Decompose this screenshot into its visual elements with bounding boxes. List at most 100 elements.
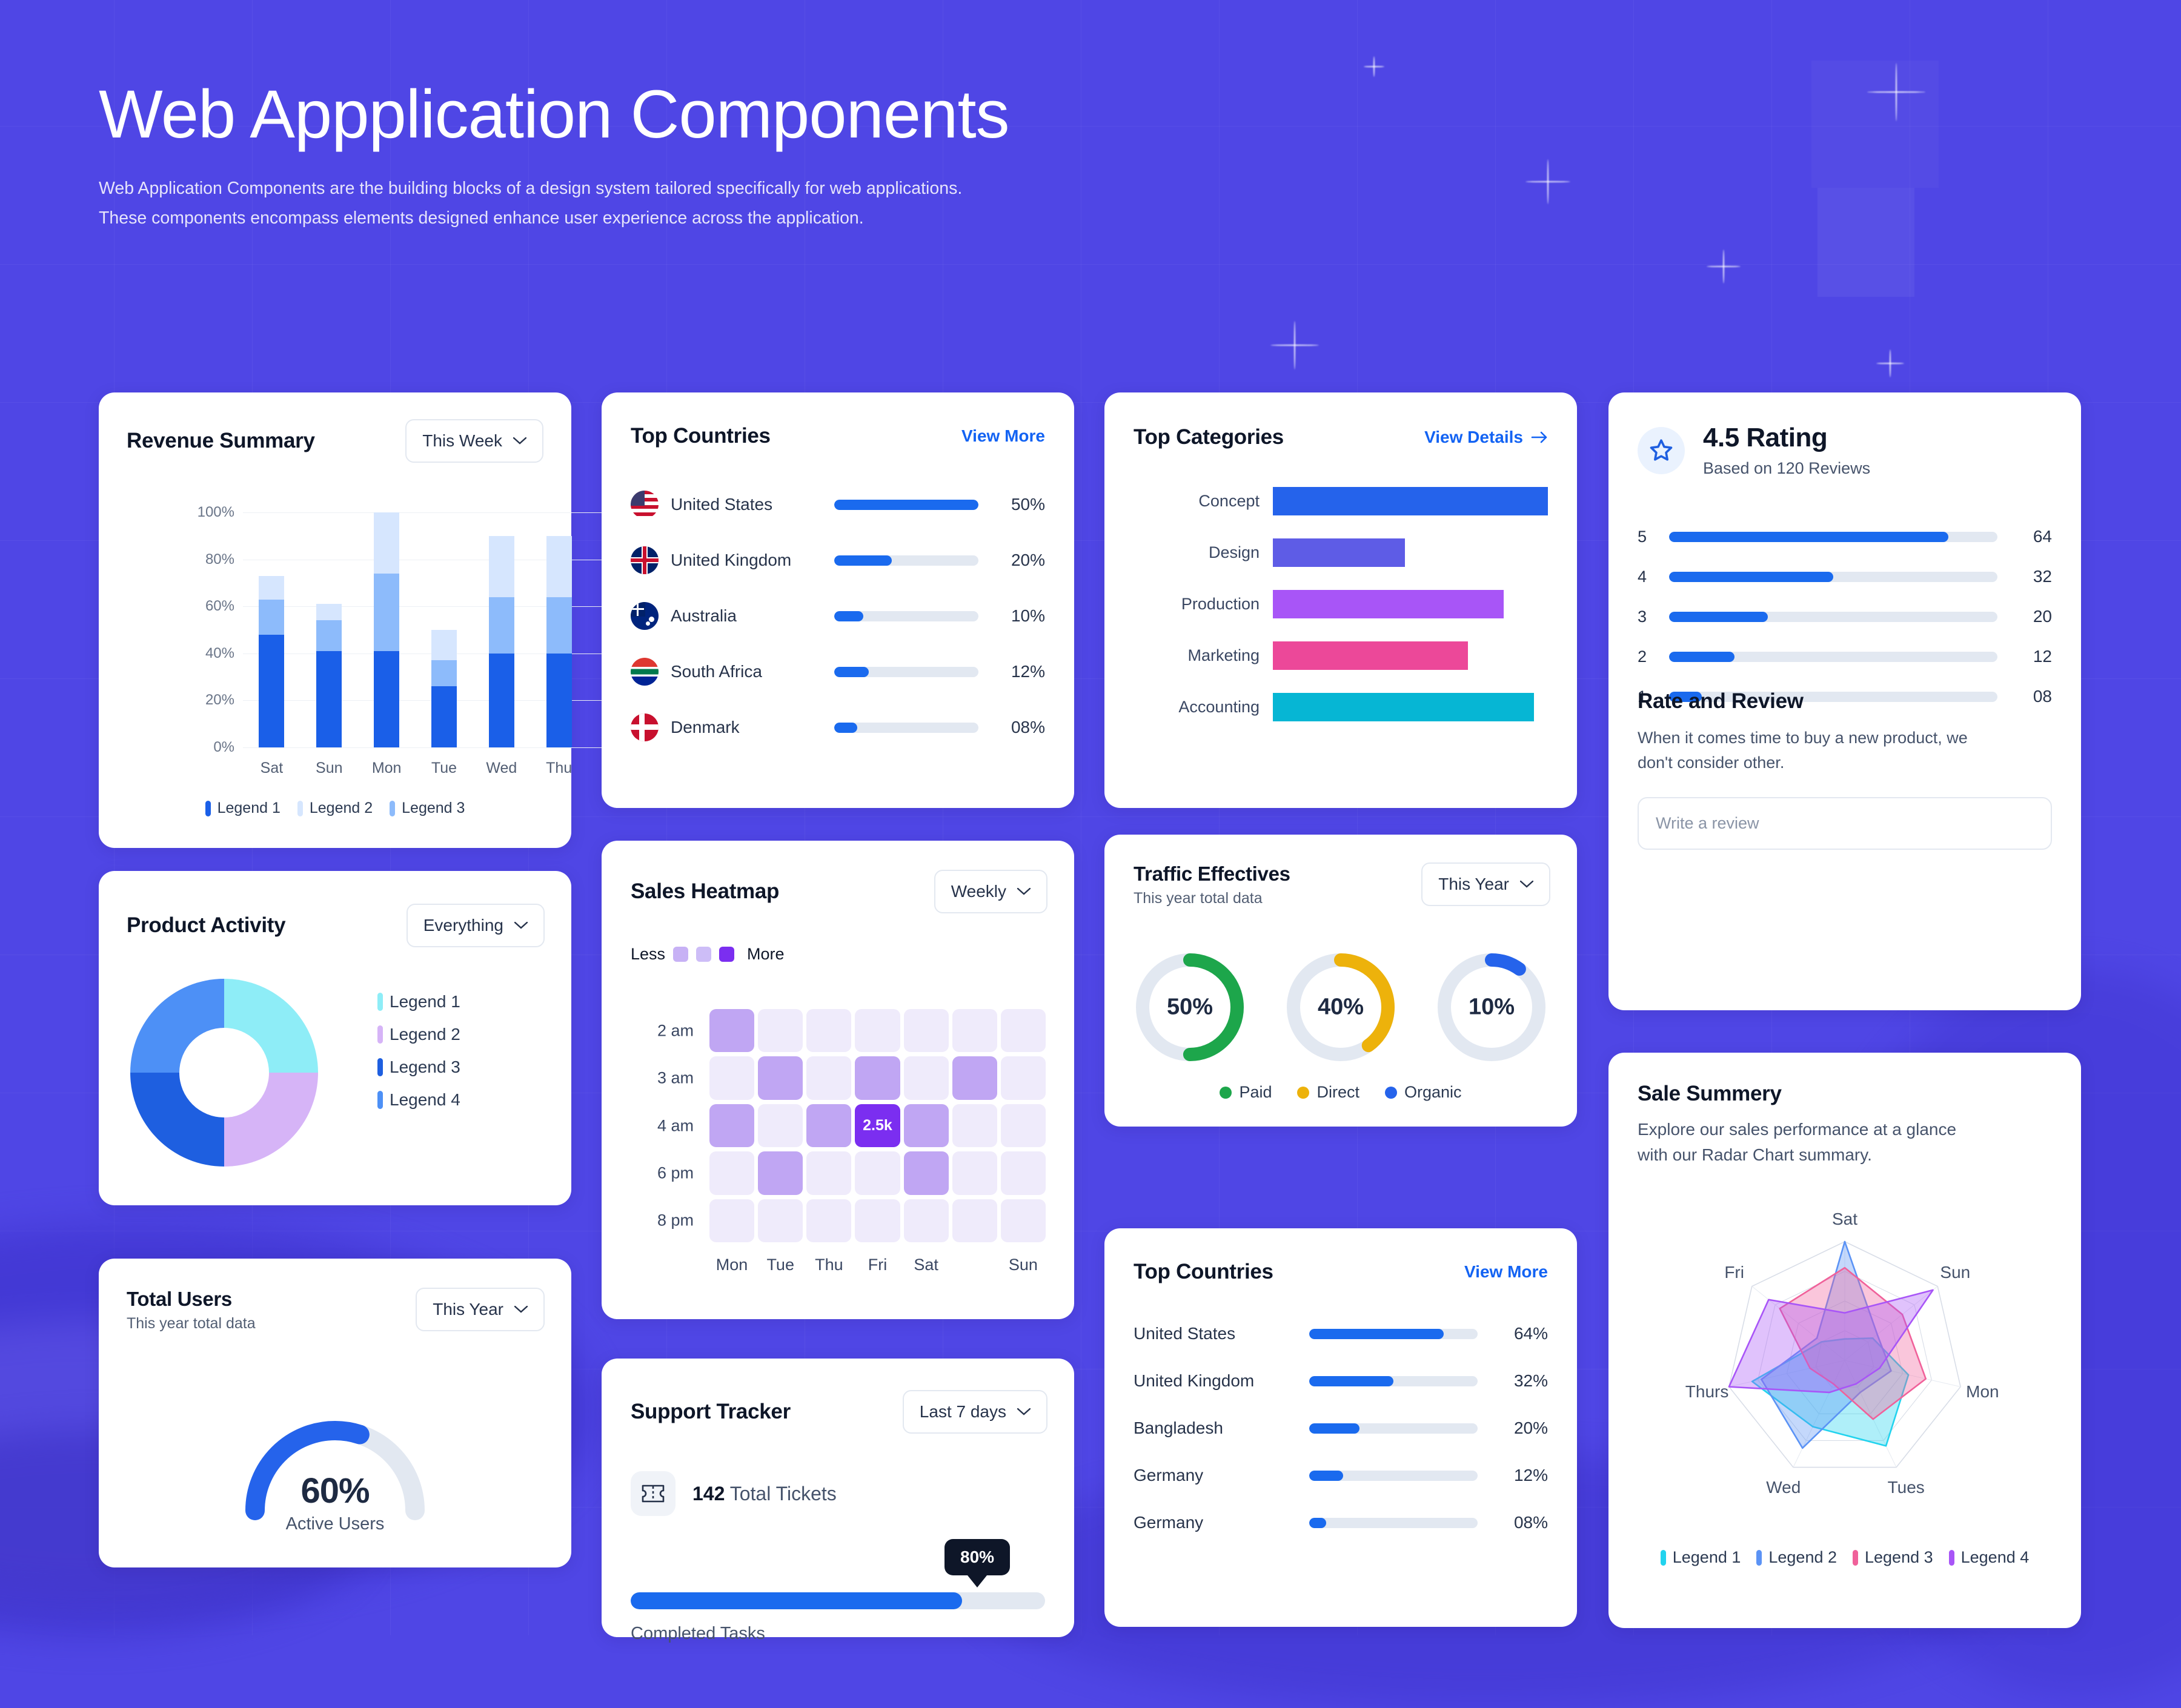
revenue-summary-card: Revenue Summary This Week 0% 20% 40% 60% 80%…	[99, 392, 645, 848]
heatmap-cell[interactable]	[903, 1199, 949, 1242]
heatmap-legend-less: Less	[631, 945, 666, 963]
bar-segment	[546, 653, 572, 747]
rating-progress-track	[1669, 611, 1997, 622]
rate-review-body-line2: don't consider other.	[1638, 753, 1785, 772]
heatmap-row-label: 4 am	[657, 1116, 694, 1134]
revenue-period-label: This Week	[422, 431, 502, 450]
heatmap-cell[interactable]	[1000, 1199, 1046, 1242]
sale-summery-header: Sale Summery Explore our sales performan…	[1608, 1053, 2081, 1168]
heatmap-cell[interactable]	[952, 1009, 997, 1053]
rating-star-label: 1	[1638, 687, 1647, 706]
heatmap-cell[interactable]	[806, 1009, 852, 1053]
au-flag-icon	[631, 602, 659, 630]
heatmap-cell[interactable]	[709, 1151, 755, 1195]
heatmap-cell[interactable]	[758, 1009, 803, 1053]
heatmap-cell[interactable]	[903, 1056, 949, 1100]
category-bar-area	[1273, 641, 1548, 670]
heatmap-cell[interactable]	[855, 1056, 900, 1100]
heatmap-cell[interactable]	[709, 1104, 755, 1148]
product-activity-dropdown[interactable]: Everything	[406, 904, 545, 947]
bar-segment	[488, 653, 514, 747]
heatmap-cell[interactable]	[903, 1009, 949, 1053]
gauge-value: 50%	[1166, 994, 1213, 1020]
heatmap-cell[interactable]	[709, 1009, 755, 1053]
heatmap-cell[interactable]	[952, 1199, 997, 1242]
x-axis-tick: Wed	[486, 760, 517, 776]
rating-progress-fill	[1669, 611, 1768, 622]
total-users-period-dropdown[interactable]: This Year	[416, 1288, 545, 1331]
bar-segment	[259, 599, 285, 635]
bar-segment	[546, 535, 572, 597]
top-countries-2-view-more-link[interactable]: View More	[1464, 1262, 1548, 1281]
total-users-gauge	[235, 1409, 435, 1524]
heatmap-cell[interactable]	[952, 1104, 997, 1148]
legend-label: Paid	[1239, 1083, 1272, 1101]
top-categories-view-details-link[interactable]: View Details	[1424, 428, 1548, 447]
category-bar-area	[1273, 538, 1548, 567]
country-row: United States 50%	[631, 491, 1045, 518]
heatmap-cell[interactable]	[855, 1199, 900, 1242]
bar-segment	[316, 604, 342, 621]
heatmap-cell[interactable]	[855, 1151, 900, 1195]
top-countries-1-view-more-link[interactable]: View More	[961, 426, 1045, 445]
bar-segment	[431, 686, 457, 747]
support-tracker-tooltip: 80%	[944, 1539, 1011, 1575]
heatmap-cell[interactable]	[903, 1151, 949, 1195]
legend-label: Legend 4	[390, 1090, 460, 1109]
category-row: Production	[1134, 590, 1548, 618]
sales-heatmap-dropdown[interactable]: Weekly	[934, 870, 1047, 913]
heatmap-cell[interactable]	[1000, 1056, 1046, 1100]
heatmap-cell[interactable]	[806, 1151, 852, 1195]
gridline	[243, 606, 645, 607]
legend-swatch	[377, 993, 383, 1011]
top-countries-2-title: Top Countries	[1134, 1260, 1273, 1283]
traffic-legend: Paid Direct Organic	[1104, 1083, 1577, 1102]
heatmap-cell[interactable]: 2.5k	[855, 1104, 900, 1148]
top-countries-card-2: Top Countries View More United States 64%…	[1104, 1228, 1577, 1627]
heatmap-cell[interactable]	[1000, 1009, 1046, 1053]
heatmap-cell[interactable]	[1000, 1104, 1046, 1148]
write-review-input[interactable]: Write a review	[1638, 797, 2052, 850]
rating-count: 32	[2033, 567, 2052, 586]
heatmap-cell[interactable]	[1000, 1151, 1046, 1195]
traffic-effectives-subtitle: This year total data	[1134, 890, 1263, 907]
bar-column	[374, 512, 400, 747]
heatmap-cell[interactable]	[806, 1104, 852, 1148]
legend-swatch	[297, 800, 303, 816]
bar-segment	[316, 650, 342, 747]
heatmap-cell[interactable]	[758, 1104, 803, 1148]
heatmap-cell[interactable]	[709, 1056, 755, 1100]
heatmap-cell[interactable]	[806, 1056, 852, 1100]
y-axis-tick: 0%	[213, 739, 234, 755]
heatmap-cell[interactable]	[952, 1151, 997, 1195]
x-axis-tick: Tue	[431, 760, 457, 776]
legend-label: Legend 2	[1768, 1548, 1837, 1566]
rating-progress-track	[1669, 531, 1997, 542]
support-tracker-dropdown[interactable]: Last 7 days	[902, 1390, 1047, 1434]
heatmap-cell[interactable]	[709, 1199, 755, 1242]
legend-label: Legend 1	[1672, 1548, 1741, 1566]
product-activity-card: Product Activity Everything Legend 1 Lege…	[99, 871, 571, 1205]
gauge-ring	[1438, 953, 1545, 1061]
heatmap-cell[interactable]	[806, 1199, 852, 1242]
radar-chart-svg	[1728, 1240, 1961, 1468]
sale-summery-body-line1: Explore our sales performance at a glanc…	[1638, 1120, 1957, 1139]
heatmap-cell[interactable]	[855, 1009, 900, 1053]
gauge-ring	[1136, 953, 1244, 1061]
heatmap-cell[interactable]	[758, 1151, 803, 1195]
country-progress-fill	[834, 666, 869, 677]
country-percent: 50%	[1011, 495, 1045, 514]
revenue-period-dropdown[interactable]: This Week	[405, 419, 543, 463]
heatmap-legend-swatch	[696, 947, 712, 962]
traffic-period-dropdown[interactable]: This Year	[1421, 862, 1550, 906]
heatmap-cell[interactable]	[758, 1199, 803, 1242]
rating-progress-fill	[1669, 691, 1702, 702]
country-progress-fill	[1309, 1375, 1393, 1386]
category-bar	[1273, 693, 1535, 721]
heatmap-cell[interactable]	[903, 1104, 949, 1148]
page-subtitle: Web Application Components are the build…	[99, 174, 1553, 233]
heatmap-cell[interactable]	[952, 1056, 997, 1100]
legend-swatch	[377, 1025, 383, 1044]
heatmap-cell[interactable]	[758, 1056, 803, 1100]
sale-summery-title: Sale Summery	[1638, 1082, 1782, 1105]
